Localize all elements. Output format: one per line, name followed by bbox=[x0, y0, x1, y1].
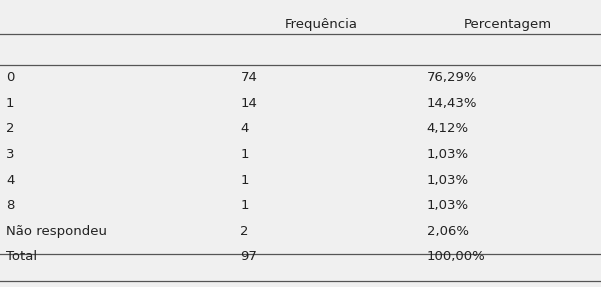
Text: 1: 1 bbox=[240, 148, 249, 161]
Text: 1,03%: 1,03% bbox=[427, 174, 469, 187]
Text: 1,03%: 1,03% bbox=[427, 148, 469, 161]
Text: 4,12%: 4,12% bbox=[427, 122, 469, 135]
Text: 1: 1 bbox=[240, 174, 249, 187]
Text: 14: 14 bbox=[240, 96, 257, 110]
Text: 76,29%: 76,29% bbox=[427, 71, 477, 84]
Text: 2: 2 bbox=[240, 225, 249, 238]
Text: 100,00%: 100,00% bbox=[427, 251, 486, 263]
Text: 1,03%: 1,03% bbox=[427, 199, 469, 212]
Text: 1: 1 bbox=[240, 199, 249, 212]
Text: 2,06%: 2,06% bbox=[427, 225, 469, 238]
Text: 4: 4 bbox=[6, 174, 14, 187]
Text: Total: Total bbox=[6, 251, 37, 263]
Text: 97: 97 bbox=[240, 251, 257, 263]
Text: 8: 8 bbox=[6, 199, 14, 212]
Text: 2: 2 bbox=[6, 122, 14, 135]
Text: Não respondeu: Não respondeu bbox=[6, 225, 107, 238]
Text: 74: 74 bbox=[240, 71, 257, 84]
Text: 1: 1 bbox=[6, 96, 14, 110]
Text: 4: 4 bbox=[240, 122, 249, 135]
Text: 3: 3 bbox=[6, 148, 14, 161]
Text: Frequência: Frequência bbox=[285, 18, 358, 31]
Text: 0: 0 bbox=[6, 71, 14, 84]
Text: 14,43%: 14,43% bbox=[427, 96, 477, 110]
Text: Percentagem: Percentagem bbox=[464, 18, 552, 31]
